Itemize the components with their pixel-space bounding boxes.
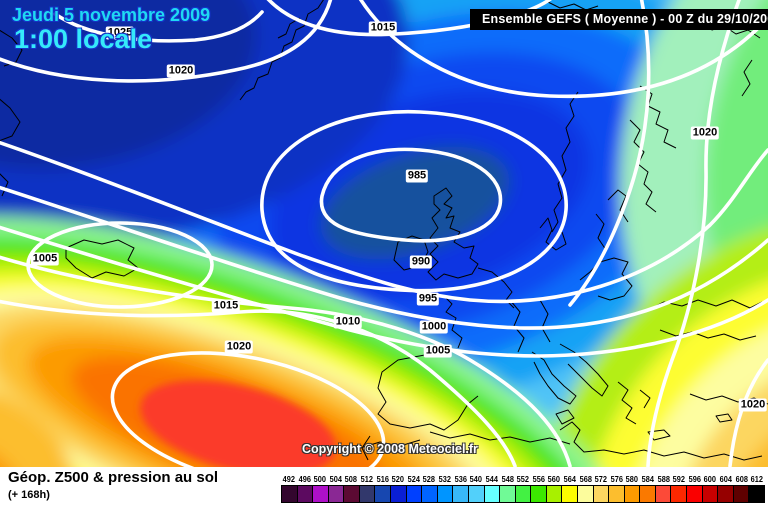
scale-tick: 568 (579, 475, 592, 484)
color-scale-cells (281, 485, 765, 503)
scale-tick: 584 (641, 475, 654, 484)
scale-tick: 572 (594, 475, 608, 484)
scale-tick: 552 (516, 475, 530, 484)
scale-tick: 536 (454, 475, 467, 484)
isobar-label: 1015 (368, 21, 398, 35)
isobar-label: 1020 (224, 340, 254, 354)
scale-tick: 544 (485, 475, 498, 484)
scale-swatch (671, 486, 688, 502)
scale-tick: 564 (563, 475, 576, 484)
isobar-label: 1025 (105, 26, 135, 40)
legend-footer: Géop. Z500 & pression au sol (+ 168h) 49… (0, 467, 768, 512)
scale-swatch (422, 486, 438, 502)
scale-tick: 560 (548, 475, 561, 484)
copyright-notice: Copyright © 2008 Meteociel.fr (302, 442, 478, 456)
isobar-label: 1010 (333, 315, 363, 329)
scale-tick: 604 (719, 475, 733, 484)
scale-swatch (546, 486, 563, 502)
isobar-label: 1005 (30, 252, 60, 266)
scale-swatch (577, 486, 594, 502)
isobar-label: 1020 (738, 398, 768, 412)
scale-tick: 608 (735, 475, 748, 484)
scale-tick: 500 (313, 475, 327, 484)
scale-tick: 556 (532, 475, 545, 484)
scale-tick: 496 (298, 475, 311, 484)
scale-swatch (484, 486, 501, 502)
scale-swatch (391, 486, 407, 502)
scale-tick: 576 (610, 475, 623, 484)
isobar-label: 1020 (690, 126, 720, 140)
isobar-label: 985 (405, 169, 429, 183)
map-title: Géop. Z500 & pression au sol (8, 469, 219, 486)
scale-swatch (531, 486, 547, 502)
scale-swatch (687, 486, 703, 502)
scale-swatch (749, 486, 764, 502)
scale-tick: 524 (407, 475, 420, 484)
isobar-label: 990 (409, 255, 433, 269)
scale-swatch (359, 486, 376, 502)
scale-swatch (562, 486, 578, 502)
scale-swatch (702, 486, 719, 502)
scale-swatch (437, 486, 454, 502)
high-pressure-warm-core (140, 380, 336, 467)
valid-date-block: Jeudi 5 novembre 2009 1:00 locale (12, 5, 211, 54)
isobar-label: 1000 (419, 320, 449, 334)
scale-tick: 508 (345, 475, 358, 484)
scale-tick: 540 (469, 475, 483, 484)
scale-swatch (468, 486, 485, 502)
geopotential-color-field (0, 0, 768, 467)
color-scale-values: 492 496 500 504 508 512 516 520 524 528 532 536 540 5… (281, 475, 765, 484)
valid-time: 1:00 locale (14, 23, 153, 54)
scale-swatch (297, 486, 314, 502)
scale-swatch (344, 486, 360, 502)
isobar-label: 1015 (211, 299, 241, 313)
scale-tick: 612 (750, 475, 764, 484)
scale-swatch (375, 486, 392, 502)
color-scale: 492 496 500 504 508 512 516 520 524 528 532 536 540 5… (281, 475, 765, 503)
scale-swatch (406, 486, 423, 502)
scale-tick: 580 (626, 475, 639, 484)
scale-tick: 548 (501, 475, 514, 484)
scale-tick: 516 (376, 475, 389, 484)
scale-tick: 600 (704, 475, 717, 484)
scale-swatch (718, 486, 734, 502)
isobar-label: 995 (416, 292, 440, 306)
isobar-label: 1005 (423, 344, 453, 358)
scale-swatch (655, 486, 672, 502)
forecast-lead-time: (+ 168h) (8, 489, 50, 501)
scale-swatch (593, 486, 610, 502)
valid-date: Jeudi 5 novembre 2009 (12, 5, 211, 25)
scale-swatch (313, 486, 329, 502)
scale-swatch (624, 486, 641, 502)
scale-swatch (328, 486, 345, 502)
scale-tick: 532 (438, 475, 452, 484)
scale-tick: 592 (672, 475, 686, 484)
scale-swatch (733, 486, 750, 502)
scale-tick: 596 (688, 475, 701, 484)
scale-tick: 504 (329, 475, 342, 484)
scale-swatch (640, 486, 656, 502)
scale-tick: 588 (657, 475, 670, 484)
scale-tick: 492 (282, 475, 295, 484)
scale-swatch (609, 486, 625, 502)
scale-tick: 520 (391, 475, 405, 484)
map-canvas (0, 0, 768, 467)
isobar-label: 1020 (166, 64, 196, 78)
scale-swatch (282, 486, 298, 502)
scale-swatch (515, 486, 532, 502)
model-run-header: Ensemble GEFS ( Moyenne ) - 00 Z du 29/1… (470, 9, 768, 30)
pressure-geopotential-map: 1015 1025 1020 985 990 995 1000 1005 101… (0, 0, 768, 467)
scale-swatch (500, 486, 516, 502)
scale-tick: 512 (360, 475, 373, 484)
scale-swatch (453, 486, 469, 502)
scale-tick: 528 (423, 475, 436, 484)
